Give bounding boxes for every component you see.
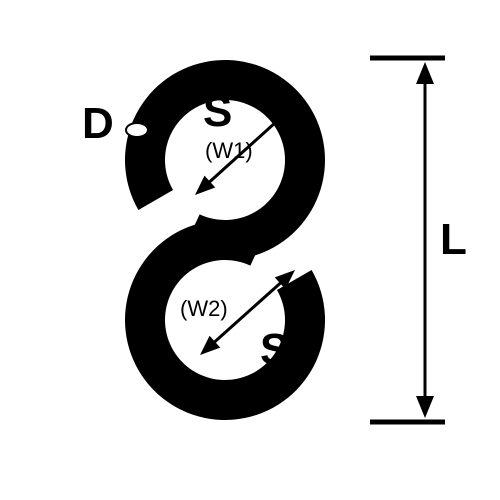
label-w2: (W2) xyxy=(180,298,228,320)
label-d: D xyxy=(82,102,114,146)
label-l: L xyxy=(440,218,467,262)
label-s-upper: S xyxy=(203,90,232,134)
diagram-stage: D L S (W1) S (W2) xyxy=(0,0,500,500)
label-s-lower: S xyxy=(260,328,289,372)
cross-section-d xyxy=(126,123,148,137)
label-w1: (W1) xyxy=(205,140,253,162)
diagram-svg xyxy=(0,0,500,500)
